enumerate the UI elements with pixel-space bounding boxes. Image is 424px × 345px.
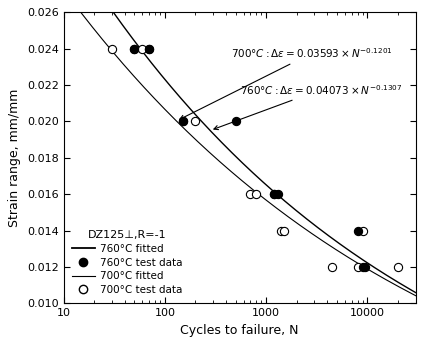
Point: [131, 46, 138, 51]
Text: $760°C:\Delta\varepsilon=0.04073\times N^{-0.1307}$: $760°C:\Delta\varepsilon=0.04073\times N…: [214, 83, 402, 130]
Point: [281, 228, 287, 233]
X-axis label: Cycles to failure, N: Cycles to failure, N: [180, 324, 299, 337]
Point: [359, 264, 366, 270]
Point: [179, 119, 186, 124]
Point: [179, 119, 186, 124]
Point: [354, 264, 361, 270]
Point: [247, 191, 254, 197]
Y-axis label: Strain range, mm/mm: Strain range, mm/mm: [8, 89, 21, 227]
Point: [274, 191, 281, 197]
Point: [271, 191, 278, 197]
Legend: 760°C fitted, 760°C test data, 700°C fitted, 700°C test data: 760°C fitted, 760°C test data, 700°C fit…: [69, 227, 186, 298]
Point: [354, 228, 361, 233]
Point: [192, 119, 199, 124]
Point: [394, 264, 401, 270]
Point: [253, 191, 259, 197]
Point: [109, 46, 115, 51]
Point: [359, 228, 366, 233]
Point: [232, 119, 239, 124]
Text: $700°C:\Delta\varepsilon=0.03593\times N^{-0.1201}$: $700°C:\Delta\varepsilon=0.03593\times N…: [180, 46, 393, 119]
Point: [131, 46, 138, 51]
Point: [278, 228, 285, 233]
Point: [271, 191, 278, 197]
Point: [362, 264, 368, 270]
Point: [146, 46, 153, 51]
Point: [329, 264, 336, 270]
Point: [139, 46, 146, 51]
Point: [146, 46, 153, 51]
